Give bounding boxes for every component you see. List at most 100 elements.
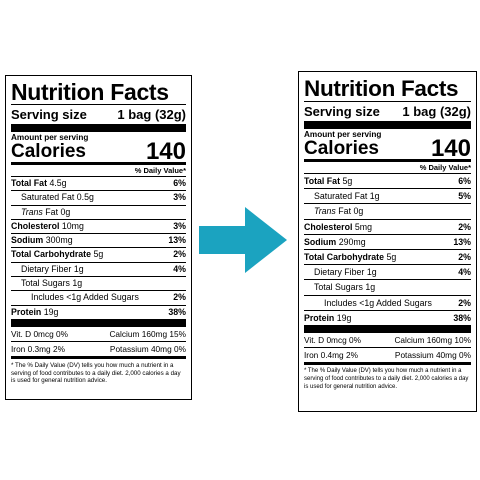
vitamin-d: Vit. D 0mcg 0% <box>304 335 362 346</box>
nutrient-row-cholesterol: Cholesterol 5mg 2% <box>304 218 471 234</box>
serving-size-label: Serving size <box>11 107 87 122</box>
nutrient-amount: 0.5g <box>76 192 94 203</box>
nutrient-name: Protein <box>11 306 42 317</box>
nutrient-dv: 13% <box>453 236 471 247</box>
nutrient-name: Saturated Fat <box>21 192 75 203</box>
nutrient-row-dietary-fiber: Dietary Fiber 1g 4% <box>304 264 471 279</box>
divider <box>304 101 471 102</box>
nutrient-dv: 38% <box>453 312 471 323</box>
divider <box>11 355 186 359</box>
nutrient-dv: 13% <box>168 235 186 246</box>
nutrient-amount: 4.5g <box>49 178 67 188</box>
nutrient-amount: 1g <box>365 282 376 293</box>
divider <box>11 104 186 105</box>
nutrient-dv: 5% <box>458 191 471 202</box>
nutrient-dv: 2% <box>458 252 471 263</box>
iron: Iron 0.4mg 2% <box>304 350 358 361</box>
nutrient-row-total-fat: Total Fat 5g 6% <box>304 173 471 188</box>
nutrient-name: Total Fat <box>11 178 47 188</box>
nutrient-row-total-carbohydrate: Total Carbohydrate 5g 2% <box>304 249 471 264</box>
nutrient-row-total-carbohydrate: Total Carbohydrate 5g 2% <box>11 247 186 261</box>
daily-value-header: % Daily Value* <box>419 163 471 172</box>
calories-row: Calories 140 <box>11 138 186 165</box>
nutrient-dv: 2% <box>173 292 186 303</box>
nutrient-dv: 4% <box>458 267 471 278</box>
nutrient-name: Sodium <box>11 235 44 246</box>
nutrient-row-sodium: Sodium 300mg 13% <box>11 233 186 247</box>
nutrient-name: Includes <1g Added Sugars <box>324 297 432 308</box>
calories-row: Calories 140 <box>304 137 471 161</box>
divider <box>11 124 186 132</box>
arrow-right-icon <box>199 207 287 273</box>
divider <box>11 318 186 327</box>
nutrient-name: Total Carbohydrate <box>11 249 91 260</box>
divider <box>304 325 471 334</box>
nutrient-name: Dietary Fiber <box>314 267 365 278</box>
nutrient-name: Protein <box>304 312 335 323</box>
potassium: Potassium 40mg 0% <box>394 350 471 361</box>
nutrient-amount: 5g <box>342 176 353 186</box>
nutrient-amount: 1g <box>72 278 83 289</box>
nutrient-dv: 3% <box>173 220 186 231</box>
footnote: * The % Daily Value (DV) tells you how m… <box>11 361 181 385</box>
daily-value-header: % Daily Value* <box>134 166 186 175</box>
nutrition-label-before: Nutrition Facts Serving size 1 bag (32g)… <box>5 75 192 400</box>
nutrient-row-protein: Protein 19g 38% <box>11 304 186 319</box>
nutrient-amount: Fat 0g <box>338 206 364 217</box>
nutrient-row-dietary-fiber: Dietary Fiber 1g 4% <box>11 261 186 276</box>
vitamin-row: Vit. D 0mcg 0% Calcium 160mg 10% <box>304 333 471 347</box>
nutrient-dv: 6% <box>173 178 186 188</box>
nutrient-amount: 300mg <box>45 235 73 246</box>
nutrient-amount: 5g <box>93 249 104 260</box>
calories-label: Calories <box>304 138 379 159</box>
nutrient-name: Cholesterol <box>11 220 60 231</box>
nutrient-amount: 19g <box>336 312 352 323</box>
label-title: Nutrition Facts <box>11 79 169 105</box>
nutrient-amount: 19g <box>43 306 59 317</box>
footnote: * The % Daily Value (DV) tells you how m… <box>304 368 469 390</box>
divider <box>304 121 471 129</box>
nutrient-row-saturated-fat: Saturated Fat 0.5g 3% <box>11 190 186 204</box>
nutrient-row-cholesterol: Cholesterol 10mg 3% <box>11 218 186 233</box>
serving-size-row: Serving size 1 bag (32g) <box>304 104 471 120</box>
amount-per-serving: Amount per serving <box>11 133 89 142</box>
nutrient-amount: 10mg <box>61 220 84 231</box>
nutrient-name: Includes <1g Added Sugars <box>31 292 139 303</box>
nutrient-amount: 290mg <box>338 236 366 247</box>
nutrient-amount: 5g <box>386 252 397 263</box>
nutrient-dv: 2% <box>458 221 471 232</box>
nutrient-dv: 2% <box>458 297 471 308</box>
nutrient-dv: 38% <box>168 306 186 317</box>
label-title: Nutrition Facts <box>304 76 459 101</box>
serving-size-row: Serving size 1 bag (32g) <box>11 107 186 123</box>
nutrient-row-added-sugars: Includes <1g Added Sugars 2% <box>304 294 471 310</box>
nutrient-dv: 3% <box>173 192 186 203</box>
nutrient-dv: 6% <box>458 176 471 186</box>
nutrient-name: Trans <box>314 206 336 217</box>
nutrient-name: Total Fat <box>304 176 340 186</box>
serving-size-label: Serving size <box>304 104 380 119</box>
divider <box>304 362 471 366</box>
nutrient-name: Saturated Fat <box>314 191 368 202</box>
nutrient-row-protein: Protein 19g 38% <box>304 309 471 325</box>
calcium: Calcium 160mg 10% <box>394 335 471 346</box>
nutrient-row-total-sugars: Total Sugars 1g <box>304 279 471 294</box>
iron: Iron 0.3mg 2% <box>11 343 65 354</box>
nutrient-row-sodium: Sodium 290mg 13% <box>304 233 471 249</box>
nutrient-amount: 5mg <box>354 221 372 232</box>
nutrient-row-trans-fat: Trans Fat 0g <box>11 204 186 219</box>
calories-value: 140 <box>145 138 186 165</box>
divider <box>304 159 471 162</box>
calcium: Calcium 160mg 15% <box>109 328 186 339</box>
nutrient-dv: 4% <box>173 263 186 274</box>
nutrient-name: Total Sugars <box>21 278 70 289</box>
nutrient-row-saturated-fat: Saturated Fat 1g 5% <box>304 188 471 203</box>
nutrient-name: Trans <box>21 206 43 217</box>
nutrition-label-after: Nutrition Facts Serving size 1 bag (32g)… <box>298 71 477 412</box>
nutrient-amount: 1g <box>73 263 84 274</box>
vitamin-row: Iron 0.4mg 2% Potassium 40mg 0% <box>304 347 471 362</box>
nutrient-row-total-fat: Total Fat 4.5g 6% <box>11 176 186 190</box>
serving-size-value: 1 bag (32g) <box>402 104 471 119</box>
nutrient-name: Cholesterol <box>304 221 353 232</box>
nutrient-row-trans-fat: Trans Fat 0g <box>304 203 471 218</box>
